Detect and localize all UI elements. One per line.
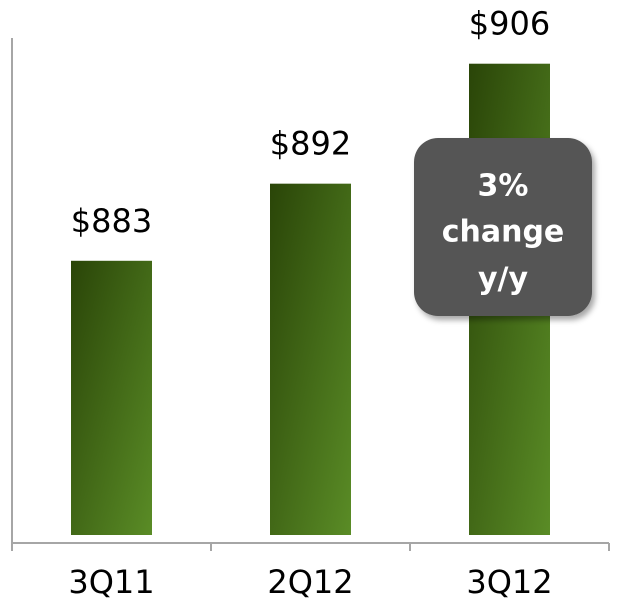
bar (71, 260, 152, 535)
annotation-text: y/y (478, 262, 529, 297)
value-label: $883 (71, 202, 152, 240)
bar (270, 183, 351, 535)
annotation-box (414, 138, 592, 316)
x-tick-label: 3Q12 (466, 563, 552, 601)
value-label: $892 (270, 125, 351, 163)
annotation: 3% change y/y (414, 138, 592, 316)
annotation-text: change (442, 215, 565, 250)
x-tick-label: 2Q12 (267, 563, 353, 601)
value-label: $906 (469, 5, 550, 43)
x-tick-label: 3Q11 (68, 563, 154, 601)
annotation-text: 3% (478, 169, 529, 204)
